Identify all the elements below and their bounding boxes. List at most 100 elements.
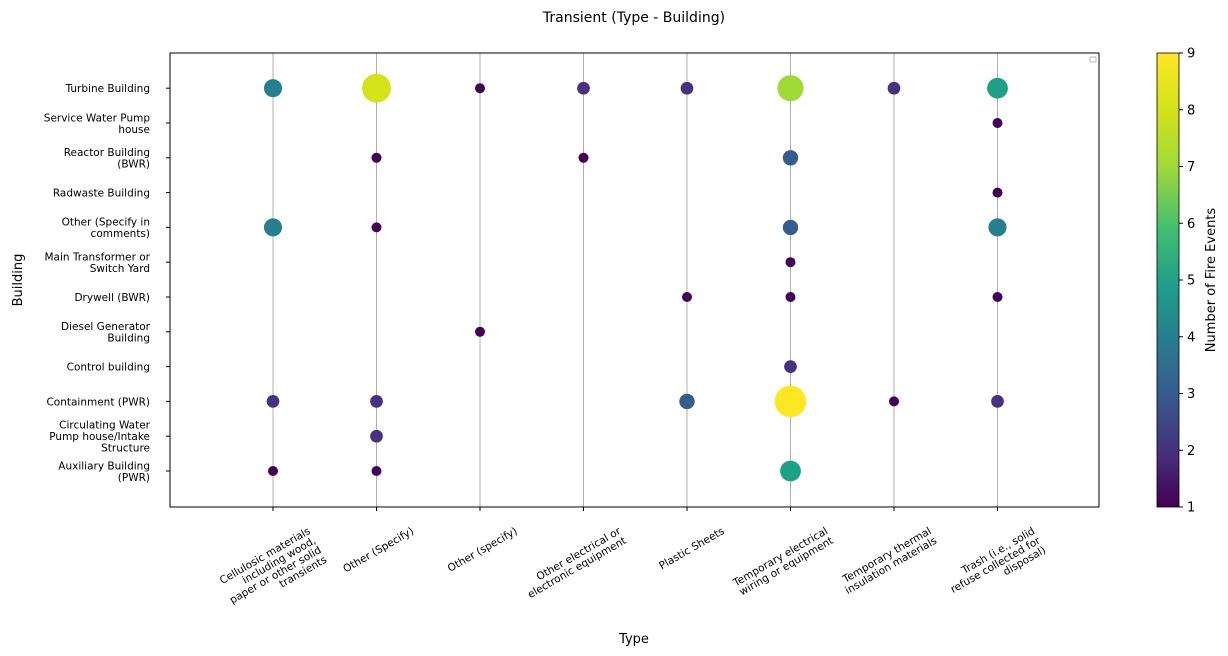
scatter-point [475, 326, 485, 337]
y-tick-label-line: (PWR) [118, 472, 150, 484]
scatter-point [268, 466, 278, 476]
y-tick-label-line: Drywell (BWR) [74, 292, 150, 304]
y-tick-label: Auxiliary Building (PWR) [58, 460, 150, 484]
y-tick-label: Control building [67, 362, 150, 374]
x-tick-label-line: electronic equipment [526, 535, 629, 601]
y-axis-ticks: Auxiliary Building (PWR) Circulating Water… [44, 83, 170, 484]
y-tick-label-line: Other (Specify in [62, 217, 150, 229]
scatter-point [784, 360, 797, 373]
x-axis-ticks: Cellulosic materialsincluding wood,paper… [217, 507, 1048, 616]
y-tick-label-line: Auxiliary Building [58, 460, 150, 472]
scatter-point [991, 395, 1004, 408]
plot-area [169, 52, 1100, 508]
x-tick-label-line: Other (Specify) [341, 525, 416, 575]
y-axis-label: Building [11, 254, 26, 307]
grid-lines [272, 53, 998, 507]
scatter-point [266, 395, 280, 408]
scatter-point [774, 385, 807, 418]
scatter-point [475, 83, 485, 94]
x-tick-label: Other (Specify) [341, 525, 416, 575]
colorbar-ticks: 1 2 3 4 5 6 7 8 9 [1179, 47, 1195, 516]
y-tick-label: Circulating Water Pump house/Intake Struct… [49, 420, 150, 455]
y-tick-label: Radwaste Building [53, 188, 150, 200]
scatter-point [992, 118, 1003, 128]
scatter-point [263, 79, 283, 98]
x-tick-label: Other electrical orelectronic equipment [520, 525, 629, 601]
y-tick-label-line: Switch Yard [90, 263, 150, 275]
y-tick-label-line: comments) [91, 228, 150, 240]
x-tick-label: Other (specify) [446, 525, 520, 575]
scatter-point [992, 187, 1003, 198]
legend-marker [1089, 56, 1097, 63]
x-tick-label: Plastic Sheets [657, 525, 726, 572]
x-tick-label: Trash (i.e., solidrefuse collected fordi… [943, 525, 1048, 606]
scatter-point [780, 460, 801, 482]
scatter-point [782, 150, 799, 166]
y-tick-label-line: Structure [101, 443, 150, 455]
y-tick-label: Service Water Pump house [44, 112, 151, 136]
y-tick-label-line: Radwaste Building [53, 188, 150, 200]
scatter-point [263, 218, 283, 237]
colorbar-label: Number of Fire Events [1204, 208, 1219, 353]
scatter-point [987, 77, 1008, 99]
chart-title: Transient (Type - Building) [542, 10, 725, 26]
data-points [263, 73, 1008, 482]
x-tick-label-line: Temporary electrical [730, 525, 830, 589]
y-tick-label-line: Main Transformer or [45, 252, 151, 264]
colorbar-tick-label: 8 [1187, 103, 1195, 118]
y-tick-label-line: Service Water Pump [44, 112, 151, 124]
x-tick-label: Temporary thermalinsulation materials [838, 525, 939, 597]
scatter-point [782, 219, 799, 236]
scatter-point [679, 393, 695, 410]
x-tick-label-line: Other (specify) [446, 525, 520, 575]
colorbar [1156, 52, 1180, 508]
x-tick-label: Cellulosic materialsincluding wood,paper… [217, 525, 329, 616]
y-tick-label: Drywell (BWR) [74, 292, 150, 304]
scatter-point [578, 152, 589, 163]
y-tick-label-line: Circulating Water [59, 420, 151, 432]
y-tick-label-line: house [118, 124, 150, 136]
scatter-point [988, 218, 1007, 237]
y-tick-label-line: (BWR) [117, 159, 150, 171]
scatter-point [777, 75, 804, 102]
y-tick-label-line: Turbine Building [65, 83, 150, 95]
scatter-point [362, 73, 391, 103]
scatter-point [371, 466, 382, 476]
colorbar-tick-label: 4 [1187, 330, 1195, 345]
y-tick-label-line: Building [107, 333, 150, 345]
x-axis-label: Type [618, 632, 649, 647]
scatter-point [370, 395, 383, 408]
y-tick-label: Other (Specify in comments) [62, 217, 150, 241]
y-tick-label: Main Transformer or Switch Yard [45, 252, 151, 276]
y-tick-label-line: Reactor Building [64, 147, 150, 159]
y-tick-label: Reactor Building (BWR) [64, 147, 150, 171]
x-tick-label-line: Plastic Sheets [657, 525, 726, 572]
x-tick-label: Temporary electricalwiring or equipment [730, 525, 835, 599]
scatter-point [680, 81, 694, 95]
scatter-point [682, 292, 692, 302]
colorbar-tick-label: 6 [1187, 217, 1195, 232]
scatter-point [887, 81, 901, 95]
colorbar-tick-label: 7 [1187, 160, 1195, 175]
scatter-point [370, 429, 383, 443]
scatter-point [992, 292, 1003, 302]
colorbar-tick-label: 9 [1187, 47, 1195, 62]
y-tick-label-line: Diesel Generator [61, 321, 151, 333]
colorbar-tick-label: 1 [1187, 501, 1195, 516]
y-tick-label: Diesel Generator Building [61, 321, 151, 345]
scatter-point [785, 257, 796, 268]
y-tick-label-line: Containment (PWR) [46, 396, 150, 408]
y-tick-label: Containment (PWR) [46, 396, 150, 408]
y-tick-label: Turbine Building [65, 83, 150, 95]
scatter-point [577, 81, 590, 95]
scatter-point [785, 292, 796, 302]
colorbar-tick-label: 5 [1187, 274, 1195, 289]
y-tick-label-line: Pump house/Intake [49, 431, 150, 443]
colorbar-tick-label: 3 [1187, 387, 1195, 402]
colorbar-tick-label: 2 [1187, 444, 1195, 459]
scatter-point [371, 222, 382, 233]
scatter-point [889, 396, 899, 407]
scatter-point [371, 152, 382, 163]
y-tick-label-line: Control building [67, 362, 150, 374]
